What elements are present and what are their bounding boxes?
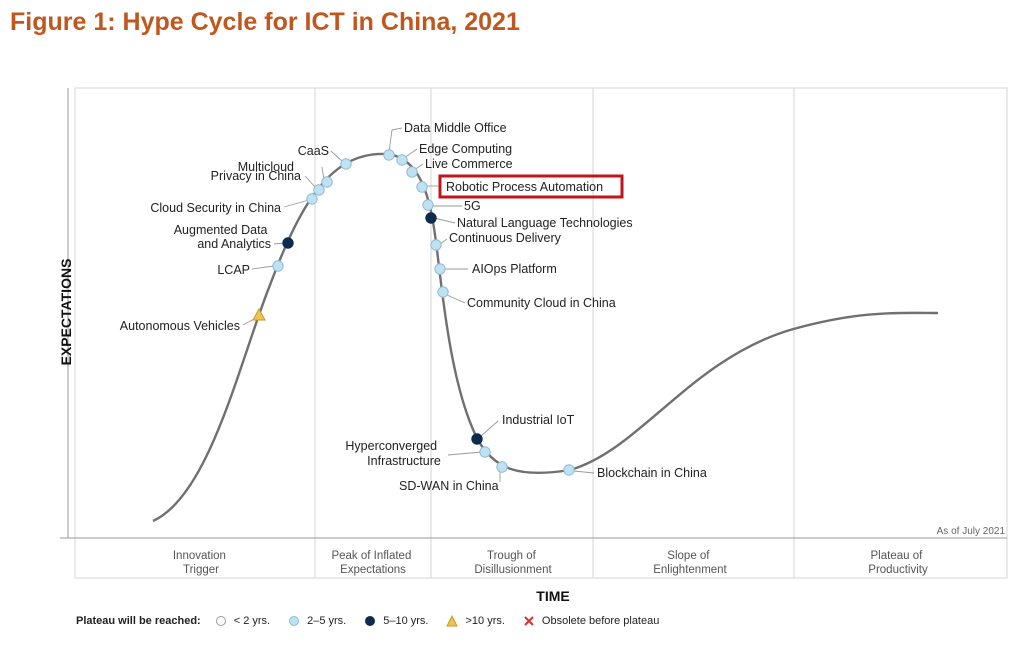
label-5g: 5G <box>464 199 481 213</box>
y-axis-title: EXPECTATIONS <box>58 259 74 366</box>
legend-item-5to10: 5–10 yrs. <box>364 615 428 627</box>
label-live-commerce: Live Commerce <box>425 157 513 171</box>
legend-item-gt10: >10 yrs. <box>446 615 505 627</box>
label-multicloud: Multicloud <box>238 160 294 174</box>
phase-slope: Slope of Enlightenment <box>653 550 727 576</box>
hype-cycle-chart: EXPECTATIONS TIME As of July 2021 Innova… <box>58 87 1008 604</box>
marker-augmented-data-analytics <box>282 237 294 249</box>
phase-trough: Trough of Disillusionment <box>474 550 552 576</box>
legend-item-obsolete: Obsolete before plateau <box>523 615 659 627</box>
marker-aiops <box>434 263 446 275</box>
marker-rpa <box>416 181 428 193</box>
label-augmented-data-analytics: Augmented Data and Analytics <box>174 223 271 251</box>
marker-hyperconverged <box>479 446 491 458</box>
legend-label-5to10: 5–10 yrs. <box>383 615 429 627</box>
marker-community-cloud <box>437 286 449 298</box>
legend-marker-triangle-icon <box>446 615 459 627</box>
marker-data-middle-office <box>383 149 395 161</box>
rpa-highlight-box <box>438 174 624 199</box>
legend-marker-light-blue-circle-icon <box>289 616 300 626</box>
legend-label-lt2: < 2 yrs. <box>233 615 271 627</box>
label-privacy: Privacy in China <box>211 169 301 183</box>
legend-label-2to5: 2–5 yrs. <box>307 615 347 627</box>
legend-label-gt10: >10 yrs. <box>465 615 505 627</box>
marker-continuous-delivery <box>430 239 442 251</box>
plot-frame <box>74 87 1008 539</box>
label-edge-computing: Edge Computing <box>419 142 512 156</box>
legend-item-2to5: 2–5 yrs. <box>288 615 346 627</box>
marker-lcap <box>272 260 284 272</box>
marker-5g <box>422 199 434 211</box>
marker-live-commerce <box>406 166 418 178</box>
legend-marker-dark-blue-circle-icon <box>365 616 376 626</box>
label-industrial-iot: Industrial IoT <box>502 413 575 427</box>
label-autonomous-vehicles: Autonomous Vehicles <box>120 319 240 333</box>
label-community-cloud: Community Cloud in China <box>467 296 616 310</box>
technology-labels: Autonomous Vehicles LCAP Augmented Data … <box>120 121 707 493</box>
label-nlt: Natural Language Technologies <box>457 216 633 230</box>
label-cloud-security: Cloud Security in China <box>150 201 281 215</box>
as-of-note: As of July 2021 <box>937 526 1006 537</box>
legend-title: Plateau will be reached: <box>76 615 201 627</box>
label-data-middle-office: Data Middle Office <box>404 121 507 135</box>
label-hyperconverged: Hyperconverged Infrastructure <box>345 439 440 468</box>
figure-title: Figure 1: Hype Cycle for ICT in China, 2… <box>10 8 520 36</box>
marker-cloud-security <box>306 193 318 205</box>
phase-band <box>74 537 1008 579</box>
marker-caas <box>340 158 352 170</box>
label-blockchain: Blockchain in China <box>597 466 707 480</box>
legend-marker-white-circle-icon <box>215 616 226 626</box>
label-sd-wan: SD-WAN in China <box>399 479 499 493</box>
label-rpa: Robotic Process Automation <box>446 180 603 194</box>
hype-curve <box>152 152 939 523</box>
phase-labels: Innovation Trigger Peak of Inflated Expe… <box>173 550 928 576</box>
label-lcap: LCAP <box>217 263 250 277</box>
legend-label-obsolete: Obsolete before plateau <box>541 615 660 627</box>
marker-edge-computing <box>396 154 408 166</box>
legend: Plateau will be reached: < 2 yrs. 2–5 yr… <box>76 615 677 627</box>
label-aiops: AIOps Platform <box>472 262 557 276</box>
x-axis-title: TIME <box>536 588 569 604</box>
marker-autonomous-vehicles <box>252 307 266 321</box>
marker-nlt <box>425 212 437 224</box>
label-caas: CaaS <box>298 144 329 158</box>
marker-industrial-iot <box>471 433 483 445</box>
legend-marker-x-icon <box>524 616 534 626</box>
phase-innovation: Innovation Trigger <box>173 550 229 576</box>
marker-blockchain <box>563 464 575 476</box>
phase-plateau: Plateau of Productivity <box>868 550 928 576</box>
marker-multicloud <box>321 176 333 188</box>
label-continuous-delivery: Continuous Delivery <box>449 231 562 245</box>
marker-sd-wan <box>496 461 508 473</box>
technology-markers <box>252 149 575 476</box>
phase-dividers <box>314 88 795 578</box>
phase-peak: Peak of Inflated Expectations <box>331 550 414 576</box>
marker-privacy <box>313 184 325 196</box>
legend-item-lt2: < 2 yrs. <box>215 615 270 627</box>
